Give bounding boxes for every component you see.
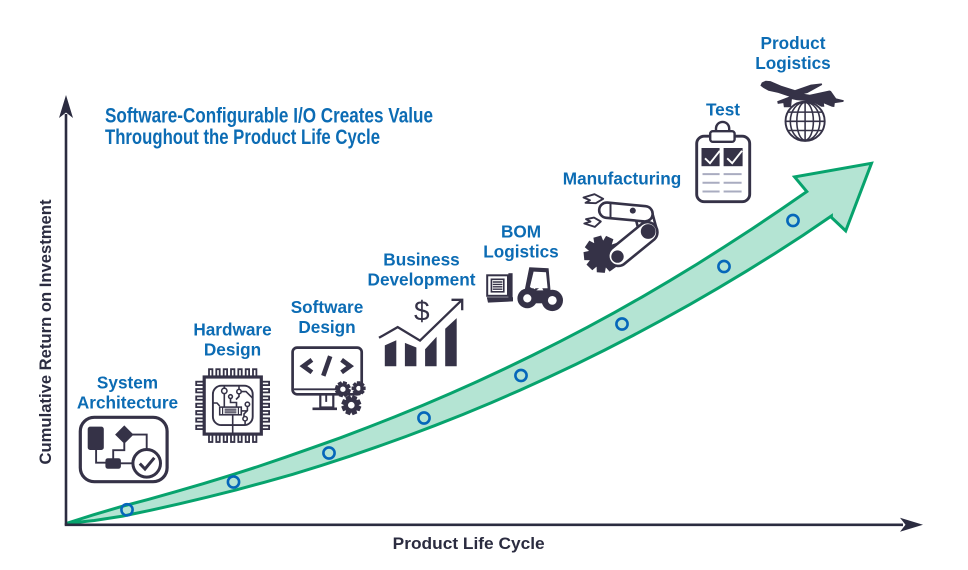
svg-text:$: $	[414, 296, 430, 327]
svg-text:Test: Test	[706, 100, 740, 120]
svg-text:Manufacturing: Manufacturing	[563, 169, 681, 189]
svg-text:Product Life Cycle: Product Life Cycle	[393, 535, 545, 553]
svg-text:Software-Configurable I/O Crea: Software-Configurable I/O Creates Value	[105, 105, 433, 128]
svg-text:Throughout the Product Life Cy: Throughout the Product Life Cycle	[105, 126, 380, 149]
svg-text:Cumulative Return on Investmen: Cumulative Return on Investment	[36, 199, 55, 464]
